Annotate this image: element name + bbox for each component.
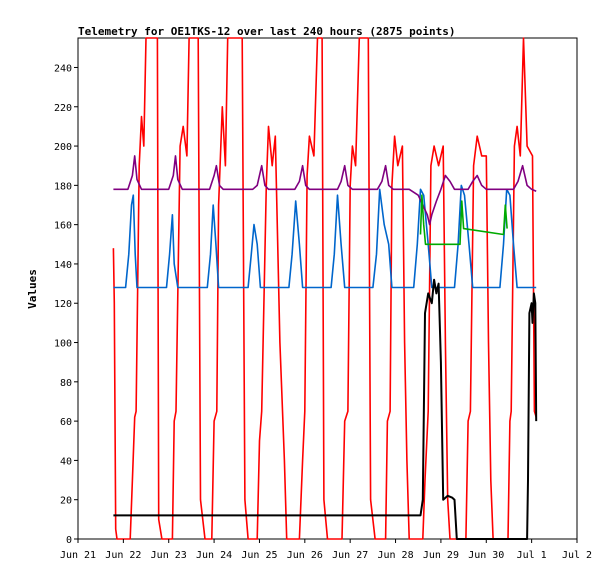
x-tick-label: Jun 26	[287, 550, 323, 561]
x-tick-label: Jun 30	[468, 550, 504, 561]
x-tick-label: Jun 24	[196, 550, 232, 561]
series-layer	[112, 37, 538, 540]
x-tick-label: Jul 2	[562, 550, 592, 561]
y-tick-label: 220	[54, 103, 72, 114]
series-line-4	[419, 194, 508, 246]
y-tick-label: 80	[60, 378, 72, 389]
x-tick-label: Jun 27	[332, 550, 368, 561]
x-tick-label: Jun 21	[60, 550, 96, 561]
y-tick-label: 240	[54, 63, 72, 74]
series-line-5	[113, 278, 538, 540]
x-tick-label: Jun 23	[151, 550, 187, 561]
y-axis-label: Values	[26, 269, 39, 309]
x-tick-label: Jun 25	[241, 550, 277, 561]
y-tick-label: 200	[54, 142, 72, 153]
axis-layer: 0 20 40 60 80 100 120 140 160 180 200 220 240 Jun 21 J…	[54, 63, 592, 561]
y-tick-label: 0	[66, 535, 72, 546]
plot-frame	[77, 37, 578, 540]
y-tick-label: 160	[54, 221, 72, 232]
y-tick-label: 120	[54, 299, 72, 310]
x-tick-label: Jun 22	[105, 550, 141, 561]
y-tick-label: 20	[60, 496, 72, 507]
y-tick-label: 180	[54, 181, 72, 192]
x-tick-label: Jul 1	[517, 550, 547, 561]
y-tick-label: 100	[54, 339, 72, 350]
x-tick-label: Jun 28	[377, 550, 413, 561]
chart-title: Telemetry for OE1TKS-12 over last 240 ho…	[78, 25, 456, 38]
series-line-3	[113, 155, 537, 226]
y-tick-label: 60	[60, 417, 72, 428]
y-tick-label: 40	[60, 456, 72, 467]
y-tick-label: 140	[54, 260, 72, 271]
x-tick-label: Jun 29	[423, 550, 459, 561]
series-line-1	[112, 37, 537, 540]
